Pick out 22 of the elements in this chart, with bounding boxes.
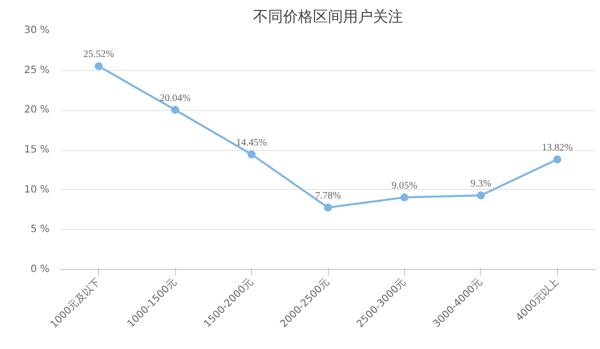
y-tick-label: 5 % xyxy=(30,224,50,236)
y-tick-label: 0 % xyxy=(30,264,50,275)
text: 13.82% xyxy=(542,142,573,154)
text: 7.78% xyxy=(315,190,341,202)
point xyxy=(400,193,408,202)
point xyxy=(324,204,332,212)
y-tick-label: 25 % xyxy=(24,64,50,76)
point xyxy=(248,150,256,158)
text: 25.52% xyxy=(83,49,114,60)
text: 20.04% xyxy=(160,92,191,104)
point xyxy=(94,62,103,70)
y-tick-label: 30 % xyxy=(24,25,50,36)
chart-title: 不同价格区间用户关注 xyxy=(253,8,403,26)
point xyxy=(171,106,180,114)
text: 9.3% xyxy=(470,178,492,190)
text: 9.05% xyxy=(392,180,418,192)
point xyxy=(553,155,562,164)
y-tick-label: 20 % xyxy=(24,104,50,116)
y-tick-label: 10 % xyxy=(24,184,50,196)
y-tick-label: 15 % xyxy=(24,144,50,156)
point xyxy=(476,191,485,200)
text: 14.45% xyxy=(236,137,267,148)
